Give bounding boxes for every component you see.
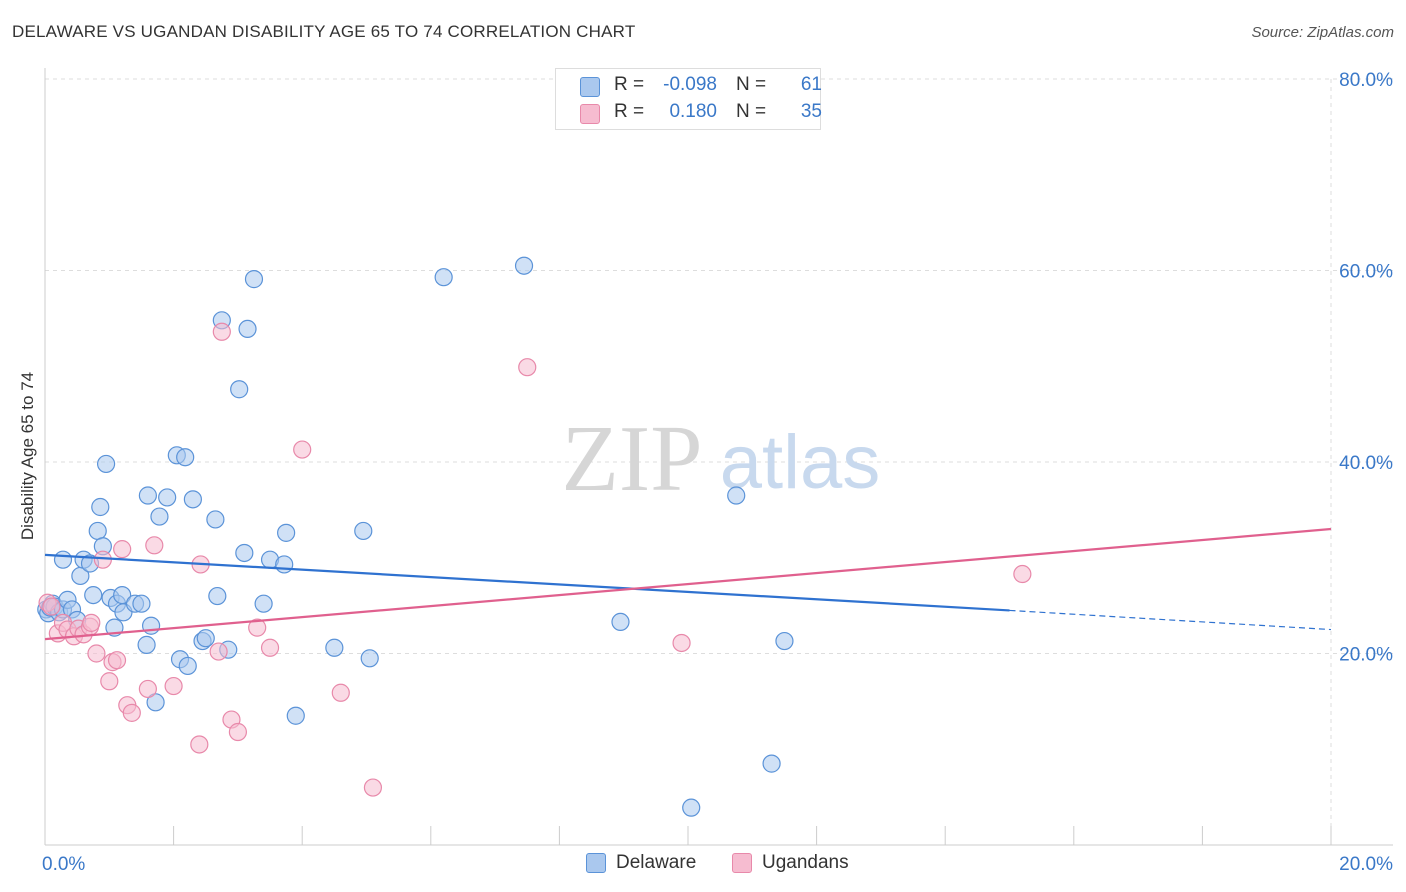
delaware-point — [238, 319, 257, 339]
delaware-point — [325, 638, 344, 657]
ugandans-point — [42, 597, 61, 616]
data-points — [37, 256, 1032, 817]
delaware-point — [727, 486, 746, 505]
ugandans-point — [190, 735, 209, 754]
delaware-point — [360, 649, 379, 668]
delaware-point — [178, 656, 197, 676]
delaware-point — [138, 486, 157, 505]
delaware-trend-line-extension — [1009, 609, 1332, 631]
r-label: R = — [614, 101, 645, 122]
tick-labels: 20.0% 40.0% 60.0% 80.0% 0.0% 20.0% — [42, 70, 1393, 875]
ugandans-point — [107, 651, 127, 670]
delaware-point — [244, 270, 264, 289]
ugandans-point — [331, 683, 350, 702]
delaware-point — [208, 586, 227, 606]
delaware-point — [277, 523, 296, 542]
ugandans-point — [145, 536, 164, 555]
ugandans-swatch — [580, 104, 600, 124]
delaware-r-value: -0.098 — [663, 74, 717, 95]
y-axis-label: Disability Age 65 to 74 — [18, 372, 37, 540]
delaware-point — [176, 448, 195, 467]
ugandans-r-value: 0.180 — [669, 101, 717, 122]
delaware-point — [84, 585, 103, 605]
delaware-point — [434, 268, 453, 287]
legend-ugandans-swatch — [732, 853, 752, 873]
delaware-point — [53, 550, 73, 569]
legend-delaware-swatch — [586, 853, 606, 873]
delaware-point — [682, 798, 701, 817]
ugandans-point — [248, 618, 267, 637]
delaware-point — [275, 555, 294, 574]
y-tick-label: 80.0% — [1339, 70, 1393, 91]
y-tick-label: 20.0% — [1339, 645, 1393, 666]
n-label: N = — [736, 74, 767, 95]
legend-item-ugandans[interactable]: Ugandans — [732, 852, 849, 874]
delaware-point — [146, 693, 165, 712]
y-tick-label: 40.0% — [1339, 453, 1393, 474]
ugandans-point — [209, 642, 228, 661]
ugandans-point — [164, 676, 183, 696]
delaware-point — [158, 488, 177, 507]
n-label: N = — [736, 101, 767, 122]
delaware-point — [91, 497, 110, 517]
ugandans-point — [138, 679, 157, 699]
ugandans-n-value: 35 — [800, 101, 822, 122]
ugandans-point — [122, 703, 141, 722]
trend-lines — [44, 527, 1332, 641]
delaware-point — [96, 454, 116, 474]
delaware-point — [183, 490, 202, 509]
ugandans-point — [212, 322, 231, 341]
r-label: R = — [614, 74, 645, 95]
legend-delaware-label: Delaware — [616, 852, 697, 873]
ugandans-point — [113, 540, 132, 559]
delaware-point — [141, 616, 161, 635]
x-tick-label: 0.0% — [42, 854, 85, 875]
ugandans-point — [228, 722, 247, 742]
axes — [44, 68, 1393, 846]
delaware-point — [762, 754, 781, 773]
correlation-stats-box: R = -0.098 N = 61 R = 0.180 N = 35 — [555, 68, 822, 130]
delaware-point — [286, 706, 305, 725]
ugandans-point — [100, 672, 119, 691]
delaware-point — [206, 510, 225, 529]
delaware-point — [611, 612, 630, 632]
chart-legend: Delaware Ugandans — [0, 850, 1406, 880]
ugandans-trend-line — [44, 527, 1332, 641]
ugandans-point — [1013, 564, 1032, 584]
ugandans-point — [363, 778, 383, 797]
delaware-n-value: 61 — [800, 74, 822, 95]
delaware-point — [132, 594, 151, 613]
delaware-point — [137, 635, 156, 654]
legend-item-delaware[interactable]: Delaware — [586, 852, 696, 874]
y-tick-label: 60.0% — [1339, 262, 1393, 283]
delaware-point — [775, 631, 794, 651]
watermark: ZIP atlas — [562, 407, 881, 511]
ugandans-point — [93, 550, 112, 569]
chart-title: DELAWARE VS UGANDAN DISABILITY AGE 65 TO… — [12, 22, 636, 41]
delaware-point — [88, 521, 107, 541]
legend-ugandans-label: Ugandans — [762, 852, 849, 873]
ugandans-point — [293, 440, 312, 459]
delaware-trend-line — [44, 553, 1010, 612]
watermark-atlas: atlas — [720, 420, 881, 505]
delaware-point — [196, 629, 215, 648]
ugandans-point — [82, 613, 101, 632]
ugandans-point — [672, 633, 691, 653]
x-tick-label: 20.0% — [1339, 854, 1393, 875]
delaware-point — [514, 256, 534, 275]
delaware-point — [354, 521, 373, 541]
watermark-zip: ZIP — [562, 407, 703, 511]
delaware-point — [254, 594, 273, 613]
ugandans-point — [87, 644, 106, 663]
delaware-point — [150, 507, 169, 526]
delaware-point — [230, 380, 249, 399]
ugandans-point — [260, 638, 280, 657]
source-label: Source: ZipAtlas.com — [1251, 24, 1394, 41]
delaware-point — [235, 543, 254, 563]
ugandans-point — [518, 358, 537, 377]
delaware-swatch — [580, 77, 600, 97]
